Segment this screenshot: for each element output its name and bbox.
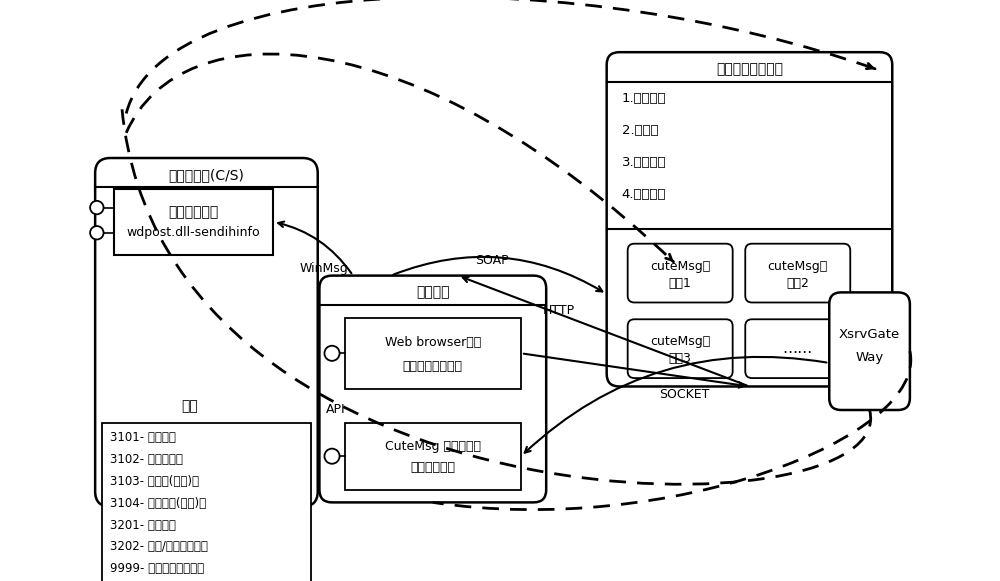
Bar xyxy=(114,189,273,254)
FancyBboxPatch shape xyxy=(745,243,850,303)
Text: 心端3: 心端3 xyxy=(669,352,692,365)
FancyBboxPatch shape xyxy=(745,320,850,378)
Text: 4.格式转换: 4.格式转换 xyxy=(622,188,666,200)
Circle shape xyxy=(324,346,340,361)
FancyBboxPatch shape xyxy=(319,275,546,503)
Text: WinMsg: WinMsg xyxy=(299,263,348,275)
Text: 3202- 保存/提交出院小结: 3202- 保存/提交出院小结 xyxy=(110,540,208,554)
Text: HTTP: HTTP xyxy=(543,304,575,317)
Text: SOCKET: SOCKET xyxy=(660,388,710,401)
Text: 2.初始化: 2.初始化 xyxy=(622,124,658,137)
Text: 3101- 门诊就诊: 3101- 门诊就诊 xyxy=(110,431,176,444)
Text: 智能提示服务中心: 智能提示服务中心 xyxy=(716,62,783,76)
Text: （智能提示）: （智能提示） xyxy=(410,461,455,475)
FancyBboxPatch shape xyxy=(95,158,318,507)
Text: （患者就诊概要）: （患者就诊概要） xyxy=(403,360,463,373)
Text: API: API xyxy=(326,403,346,417)
Text: cuteMsg中: cuteMsg中 xyxy=(650,335,710,349)
Text: SOAP: SOAP xyxy=(475,254,508,267)
Text: Way: Way xyxy=(855,352,884,364)
Bar xyxy=(102,422,311,581)
FancyBboxPatch shape xyxy=(829,292,910,410)
Text: Web browser模块: Web browser模块 xyxy=(385,336,481,349)
Text: CuteMsg 客户端插件: CuteMsg 客户端插件 xyxy=(385,440,481,453)
FancyBboxPatch shape xyxy=(628,320,733,378)
Circle shape xyxy=(90,226,104,239)
Bar xyxy=(345,422,521,490)
Circle shape xyxy=(324,449,340,464)
Bar xyxy=(345,318,521,389)
Text: 9999- 其它（主动报卡）: 9999- 其它（主动报卡） xyxy=(110,562,204,575)
Text: cuteMsg中: cuteMsg中 xyxy=(768,260,828,273)
Text: 【智能提示】: 【智能提示】 xyxy=(168,206,219,220)
Text: XsrvGate: XsrvGate xyxy=(839,328,900,341)
Text: 3103- 开处方(医嘱)时: 3103- 开处方(医嘱)时 xyxy=(110,475,199,488)
Text: 3201- 住院登记: 3201- 住院登记 xyxy=(110,519,176,532)
Text: 心端1: 心端1 xyxy=(669,277,692,290)
Text: 3102- 门诊开诊断: 3102- 门诊开诊断 xyxy=(110,453,183,466)
Text: 心端2: 心端2 xyxy=(786,277,809,290)
Text: 医生工作站(C/S): 医生工作站(C/S) xyxy=(169,168,244,182)
FancyBboxPatch shape xyxy=(628,243,733,303)
Text: 3104- 保存处方(医嘱)时: 3104- 保存处方(医嘱)时 xyxy=(110,497,206,510)
Text: cuteMsg中: cuteMsg中 xyxy=(650,260,710,273)
FancyBboxPatch shape xyxy=(607,52,892,386)
Text: 3.记录日志: 3.记录日志 xyxy=(622,156,666,168)
Text: 1.路由服务: 1.路由服务 xyxy=(622,92,666,105)
Text: wdpost.dll-sendihinfo: wdpost.dll-sendihinfo xyxy=(127,226,260,239)
Circle shape xyxy=(90,201,104,214)
Text: ……: …… xyxy=(783,341,813,356)
Text: 接口: 接口 xyxy=(181,399,198,413)
Text: 前哨模块: 前哨模块 xyxy=(416,285,450,299)
